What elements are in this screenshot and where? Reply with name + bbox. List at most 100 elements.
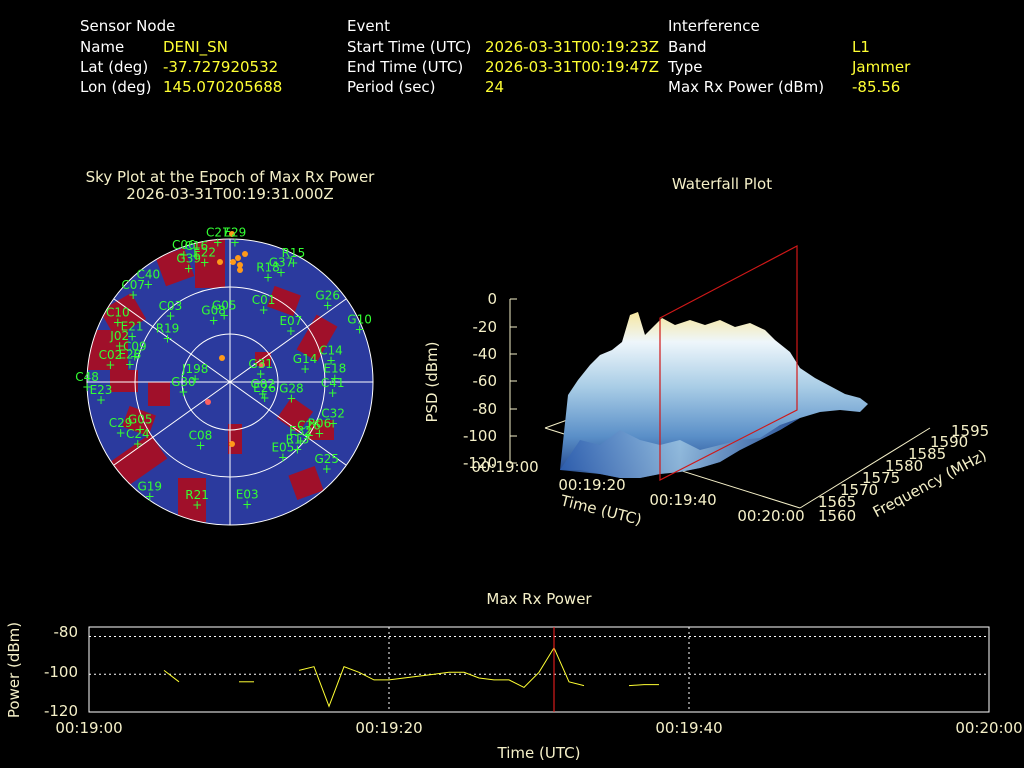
sat-point: + xyxy=(200,255,210,269)
skyplot-obstructions xyxy=(88,239,338,522)
sensor-lon-value: 145.070205688 xyxy=(163,78,283,96)
maxrx-series xyxy=(163,646,659,708)
waterfall-ftick-0: 1560 xyxy=(818,507,856,525)
sat-label: G05 xyxy=(128,413,153,427)
sat-point: + xyxy=(191,249,201,263)
sat-label: G28 xyxy=(279,381,304,395)
waterfall-ttick-0: 00:19:00 xyxy=(471,458,538,476)
sat-label: E05 xyxy=(271,441,294,455)
interference-band-label: Band xyxy=(668,38,707,56)
sat-point: + xyxy=(192,498,202,512)
maxrx-xlabel: Time (UTC) xyxy=(497,744,581,762)
sat-label: G10 xyxy=(347,313,372,327)
sat-label: E29 xyxy=(223,225,246,239)
maxrx-frame xyxy=(88,626,990,713)
sat-label: E23 xyxy=(90,383,113,397)
sat-label: E21 xyxy=(121,319,144,333)
sat-point: + xyxy=(105,358,115,372)
event-start-label: Start Time (UTC) xyxy=(347,38,472,56)
sat-label: G31 xyxy=(248,357,273,371)
event-start-value: 2026-03-31T00:19:23Z xyxy=(485,38,659,56)
sat-point: + xyxy=(328,386,338,400)
sat-point: + xyxy=(165,309,175,323)
sat-label: E26 xyxy=(253,381,276,395)
waterfall-base xyxy=(544,382,931,509)
sat-point: + xyxy=(323,299,333,313)
waterfall-surface xyxy=(560,312,868,478)
sat-label: C03 xyxy=(159,299,183,313)
waterfall-ttick-3: 00:20:00 xyxy=(737,507,804,525)
sat-label: G14 xyxy=(293,352,318,366)
sat-point: + xyxy=(143,278,153,292)
sat-label: C24 xyxy=(126,427,150,441)
sat-point: + xyxy=(179,248,189,262)
event-title: Event xyxy=(347,17,390,35)
sat-point: + xyxy=(113,315,123,329)
sat-point: + xyxy=(326,354,336,368)
sat-point: + xyxy=(258,387,268,401)
waterfall-ztick-1: -20 xyxy=(473,318,498,336)
sensor-lat-value: -37.727920532 xyxy=(163,58,279,76)
interference-maxrx-value: -85.56 xyxy=(852,78,901,96)
sat-point: + xyxy=(296,434,306,448)
maxrx-ytick-2: -120 xyxy=(44,702,78,720)
interference-band-value: L1 xyxy=(852,38,870,56)
sat-point: + xyxy=(286,324,296,338)
sat-label: J198 xyxy=(181,362,208,376)
sat-label: G02 xyxy=(251,377,276,391)
waterfall-zaxis xyxy=(509,298,517,464)
event-period-label: Period (sec) xyxy=(347,78,436,96)
sat-label: C08 xyxy=(189,428,213,442)
sat-point: + xyxy=(328,417,338,431)
sensor-lon-label: Lon (deg) xyxy=(80,78,152,96)
sat-label: C06 xyxy=(172,238,196,252)
sat-point: + xyxy=(125,357,135,371)
sat-label: E07 xyxy=(279,314,302,328)
sat-label: C32 xyxy=(321,407,345,421)
interference-type-label: Type xyxy=(668,58,703,76)
waterfall-ztick-3: -60 xyxy=(473,372,498,390)
maxrx-xtick-2: 00:19:40 xyxy=(655,719,722,737)
sat-point: + xyxy=(190,372,200,386)
interference-title: Interference xyxy=(668,17,760,35)
waterfall-ftick-7: 1595 xyxy=(951,422,989,440)
sat-label: C07 xyxy=(121,278,145,292)
skyplot-subtitle: 2026-03-31T00:19:31.000Z xyxy=(126,185,334,203)
skyplot-orange-markers xyxy=(217,231,248,447)
sat-point: + xyxy=(162,331,172,345)
waterfall-ftick-4: 1580 xyxy=(885,457,923,475)
waterfall-zlabel: PSD (dBm) xyxy=(423,341,441,422)
sat-label: C26 xyxy=(297,418,321,432)
skyplot-disc xyxy=(87,239,373,525)
sat-label: G39 xyxy=(176,252,201,266)
sat-point: + xyxy=(278,451,288,465)
sat-point: + xyxy=(292,442,302,456)
maxrx-ylabel: Power (dBm) xyxy=(5,622,23,718)
waterfall-ftick-3: 1575 xyxy=(862,469,900,487)
sat-label: R18 xyxy=(256,261,280,275)
sat-label: G30 xyxy=(171,375,196,389)
sat-point: + xyxy=(133,437,143,451)
sat-point: + xyxy=(256,367,266,381)
sensor-name-label: Name xyxy=(80,38,125,56)
sensor-name-value: DENI_SN xyxy=(163,38,228,56)
maxrx-line xyxy=(163,670,180,683)
sat-point: + xyxy=(213,236,223,250)
sat-label: J02 xyxy=(109,329,129,343)
sat-label: E28 xyxy=(118,347,141,361)
waterfall-ylabel: Frequency (MHz) xyxy=(870,446,990,521)
waterfall-ztick-2: -40 xyxy=(473,345,498,363)
sat-point: + xyxy=(82,380,92,394)
sat-point: + xyxy=(209,314,219,328)
waterfall-ztick-4: -80 xyxy=(473,400,498,418)
sat-label: R21 xyxy=(185,488,209,502)
sat-label: E03 xyxy=(236,488,259,502)
maxrx-line xyxy=(628,684,659,687)
sat-label: G37 xyxy=(269,256,294,270)
maxrx-ytick-1: -100 xyxy=(44,663,78,681)
skyplot-title: Sky Plot at the Epoch of Max Rx Power xyxy=(85,168,375,186)
event-period-value: 24 xyxy=(485,78,505,96)
sat-point: + xyxy=(286,391,296,405)
sat-label: G05 xyxy=(212,299,237,313)
